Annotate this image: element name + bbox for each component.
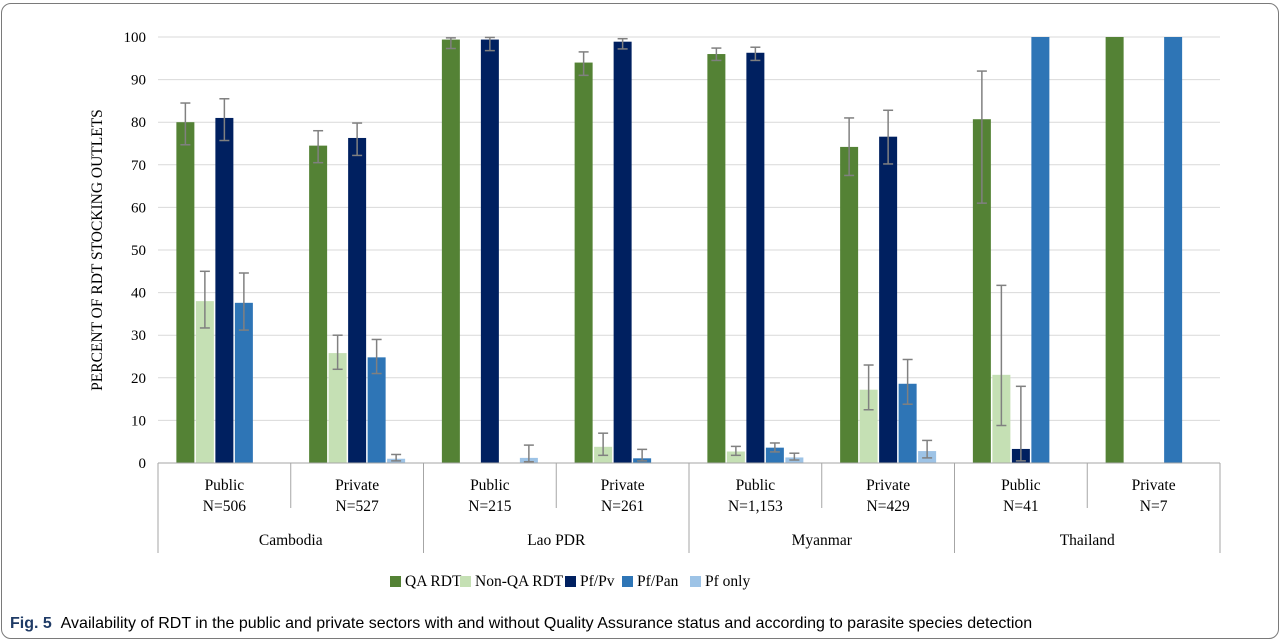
x-axis [157,462,1221,553]
bar [707,54,726,463]
category-label: Public [1001,477,1041,494]
bar [840,146,859,463]
caption-fig-label: Fig. 5 [10,615,52,632]
bars [176,37,1183,464]
y-tick-label: 90 [131,73,146,89]
category-n-label: N=506 [203,498,246,515]
y-axis-label: PERCENT OF RDT STOCKING OUTLETS [89,109,106,391]
y-tick-label: 60 [131,200,146,216]
bar [309,145,328,463]
bar [879,136,898,463]
bar [726,451,745,463]
bar [574,62,593,464]
bar [215,117,234,463]
category-label: Private [335,477,379,494]
legend-swatch [690,576,701,587]
y-tick-label: 30 [131,328,146,344]
group-label: Cambodia [259,532,323,549]
legend-label: QA RDT [405,573,462,590]
x-axis-categories: Public N=506 Private N=527 Public N=215 Privat… [203,477,1176,549]
category-n-label: N=261 [601,498,644,515]
y-tick-label: 80 [131,115,146,131]
category-n-label: N=41 [1003,498,1038,515]
y-tick-label: 0 [139,456,147,472]
group-label: Myanmar [792,532,853,549]
y-tick-label: 10 [131,413,146,429]
legend-label: Non-QA RDT [475,573,564,590]
y-tick-label: 70 [131,158,146,174]
bar [613,41,632,463]
legend-label: Pf only [705,573,750,590]
category-n-label: N=429 [867,498,910,515]
bar [746,52,765,464]
bar-chart: 0 10 20 30 40 50 60 70 80 90 100 PERCENT OF RDT ST… [89,30,1221,590]
category-label: Public [205,477,245,494]
category-label: Private [866,477,910,494]
bar [1031,37,1050,463]
category-n-label: N=1,153 [728,498,783,515]
category-n-label: N=7 [1140,498,1168,515]
bar [348,137,367,463]
legend-swatch [565,576,576,587]
legend-label: Pf/Pv [580,573,615,590]
group-label: Thailand [1060,532,1115,549]
category-n-label: N=527 [336,498,379,515]
legend-swatch [460,576,471,587]
legend-swatch [390,576,401,587]
error-bars [180,36,1026,463]
bar [328,353,347,463]
category-label: Private [601,477,645,494]
bar [859,389,878,463]
bar [441,39,460,463]
y-axis-ticks: 0 10 20 30 40 50 60 70 80 90 100 [124,30,147,472]
y-tick-label: 100 [124,30,147,46]
category-label: Public [736,477,776,494]
y-tick-label: 20 [131,371,146,387]
bar [195,301,214,463]
category-n-label: N=215 [468,498,511,515]
figure-frame [1,3,1279,639]
y-tick-label: 50 [131,243,146,259]
legend: QA RDT Non-QA RDT Pf/Pv Pf/Pan Pf only [390,573,750,590]
bar [176,122,195,463]
group-label: Lao PDR [527,532,586,549]
bar [1105,37,1124,463]
category-label: Private [1132,477,1176,494]
legend-swatch [622,576,633,587]
bar [972,119,991,463]
legend-label: Pf/Pan [637,573,679,590]
figure-caption: Fig. 5 Availability of RDT in the public… [10,615,1032,633]
bar [234,302,253,463]
bar [367,357,386,463]
category-label: Public [470,477,510,494]
caption-text: Availability of RDT in the public and pr… [60,615,1033,632]
bar [1164,37,1183,463]
bar [480,39,499,463]
y-tick-label: 40 [131,286,146,302]
